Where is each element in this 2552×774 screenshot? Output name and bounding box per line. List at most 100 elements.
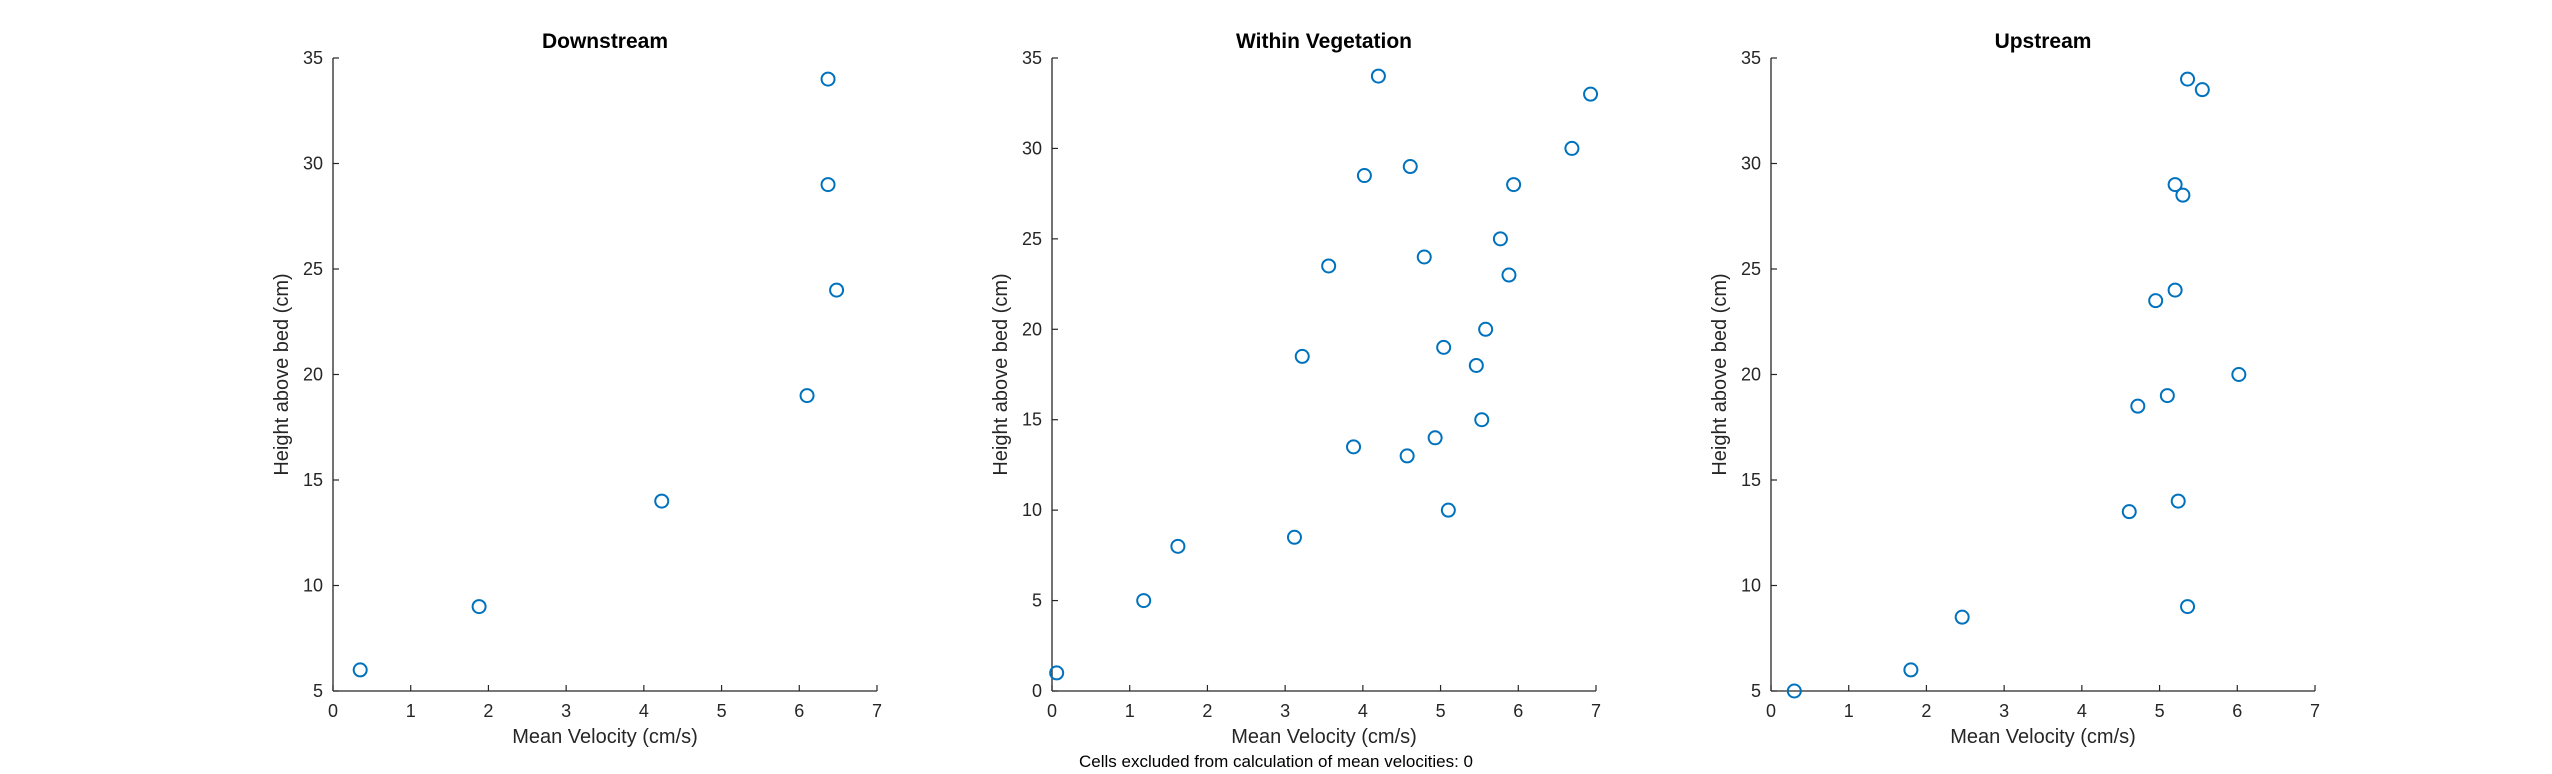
panel-within-vegetation: 0 1 2 3 4 5 6 7 0 5 10 15 20 25 30 35 Within Vegetation M… [990, 30, 1601, 748]
x-axis-label: Mean Velocity (cm/s) [512, 726, 698, 748]
data-point [1170, 538, 1186, 554]
data-point [1501, 267, 1517, 283]
x-tick-label: 2 [1202, 701, 1212, 721]
y-tick-label: 15 [1022, 410, 1042, 430]
x-tick-label: 7 [1591, 701, 1601, 721]
chart-title-downstream: Downstream [542, 30, 668, 53]
y-tick-label: 10 [1741, 576, 1761, 596]
y-tick-label: 15 [1741, 470, 1761, 490]
data-point [654, 493, 670, 509]
y-tick-label: 0 [1032, 681, 1042, 701]
data-point [1370, 68, 1386, 84]
data-point [1436, 339, 1452, 355]
x-tick-label: 3 [1280, 701, 1290, 721]
x-tick-label: 4 [1358, 701, 1368, 721]
data-point [1416, 249, 1432, 265]
x-tick-label: 5 [717, 701, 727, 721]
data-point [2121, 504, 2137, 520]
y-tick-label: 10 [1022, 500, 1042, 520]
data-point [2175, 187, 2191, 203]
y-tick-label: 35 [1741, 48, 1761, 68]
y-tick-label: 20 [1022, 319, 1042, 339]
y-tick-label: 30 [303, 154, 323, 174]
x-tick-label: 6 [794, 701, 804, 721]
data-point [2180, 599, 2196, 615]
data-point [1356, 168, 1372, 184]
x-tick-label: 6 [2232, 701, 2242, 721]
chart-title-upstream: Upstream [1995, 30, 2092, 53]
x-axis-label: Mean Velocity (cm/s) [1231, 726, 1417, 748]
data-point [1506, 177, 1522, 193]
x-tick-label: 7 [2310, 701, 2320, 721]
data-point [2159, 388, 2175, 404]
data-point [2130, 398, 2146, 414]
y-axis-label: Height above bed (cm) [1709, 273, 1731, 475]
y-tick-label: 30 [1022, 138, 1042, 158]
y-tick-label: 25 [303, 259, 323, 279]
data-point [820, 177, 836, 193]
y-tick-label: 15 [303, 470, 323, 490]
data-point [1136, 593, 1152, 609]
y-axis-label: Height above bed (cm) [990, 273, 1012, 475]
y-tick-label: 10 [303, 576, 323, 596]
data-point [2170, 493, 2186, 509]
y-tick-label: 20 [1741, 365, 1761, 385]
x-tick-label: 4 [2077, 701, 2087, 721]
panel-upstream: 0 1 2 3 4 5 6 7 5 10 15 20 25 30 35 Upstream Mean Veloci… [1709, 30, 2320, 748]
y-tick-label: 35 [303, 48, 323, 68]
x-tick-label: 0 [328, 701, 338, 721]
y-tick-label: 35 [1022, 48, 1042, 68]
footnote-text: Cells excluded from calculation of mean … [1078, 752, 1474, 771]
data-point [2180, 71, 2196, 87]
data-point [1903, 662, 1919, 678]
data-point [1583, 86, 1599, 102]
data-point [1286, 529, 1302, 545]
x-axis-label: Mean Velocity (cm/s) [1950, 726, 2136, 748]
data-point [1786, 683, 1802, 699]
data-point [2231, 367, 2247, 382]
x-tick-label: 4 [639, 701, 649, 721]
x-tick-label: 2 [1921, 701, 1931, 721]
data-point [471, 599, 487, 615]
panel-downstream: 0 1 2 3 4 5 6 7 5 10 15 20 25 30 35 Downstream Mean Velo… [271, 30, 882, 748]
data-point [2194, 82, 2210, 98]
data-point [1294, 348, 1310, 364]
data-point [1427, 430, 1443, 446]
data-point [352, 662, 368, 678]
data-point [1321, 258, 1337, 274]
x-tick-label: 5 [1436, 701, 1446, 721]
y-tick-label: 20 [303, 365, 323, 385]
data-point [1402, 159, 1418, 175]
data-point [1468, 357, 1484, 373]
x-tick-label: 3 [561, 701, 571, 721]
data-point [2148, 293, 2164, 309]
y-axis-label: Height above bed (cm) [271, 273, 293, 475]
x-tick-label: 6 [1513, 701, 1523, 721]
y-tick-label: 5 [313, 681, 323, 701]
data-point [1474, 412, 1490, 428]
x-tick-label: 1 [1125, 701, 1135, 721]
data-point [799, 388, 815, 404]
x-tick-label: 1 [1844, 701, 1854, 721]
data-point [829, 282, 845, 298]
chart-title-within-vegetation: Within Vegetation [1236, 30, 1412, 53]
data-point [1346, 439, 1362, 455]
x-tick-label: 2 [483, 701, 493, 721]
data-point [1399, 448, 1415, 464]
x-tick-label: 3 [1999, 701, 2009, 721]
data-point [1049, 665, 1065, 681]
y-tick-label: 25 [1022, 229, 1042, 249]
data-point [2167, 177, 2183, 193]
y-tick-label: 25 [1741, 259, 1761, 279]
data-point [1440, 502, 1456, 518]
y-tick-label: 5 [1032, 591, 1042, 611]
x-tick-label: 7 [872, 701, 882, 721]
data-point [1564, 140, 1580, 156]
x-tick-label: 0 [1766, 701, 1776, 721]
data-point [1478, 321, 1494, 337]
data-point [1492, 231, 1508, 247]
data-point [2167, 282, 2183, 298]
x-tick-label: 0 [1047, 701, 1057, 721]
x-tick-label: 1 [406, 701, 416, 721]
